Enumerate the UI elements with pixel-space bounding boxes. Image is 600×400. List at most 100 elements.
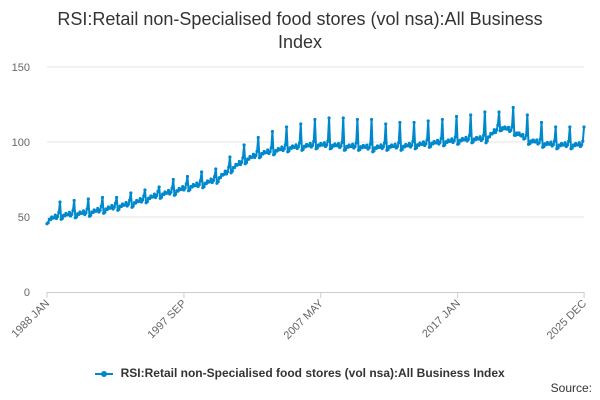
data-point[interactable] [251,152,256,156]
data-point[interactable] [148,197,152,201]
data-point[interactable] [293,145,297,149]
data-point[interactable] [492,128,496,132]
data-point[interactable] [48,218,53,222]
data-point[interactable] [142,194,146,198]
data-point[interactable] [412,120,416,125]
data-point[interactable] [242,143,246,147]
data-point[interactable] [523,136,527,140]
data-point[interactable] [188,188,192,192]
data-point[interactable] [453,135,457,139]
data-point[interactable] [284,125,289,129]
data-point[interactable] [307,144,311,148]
data-point[interactable] [143,188,147,192]
data-point[interactable] [327,116,331,120]
data-point[interactable] [269,146,273,150]
data-point[interactable] [568,125,572,129]
data-point[interactable] [117,207,121,211]
data-point[interactable] [538,137,542,141]
data-point[interactable] [420,142,424,146]
data-point[interactable] [397,141,401,145]
data-point[interactable] [236,162,240,167]
data-point[interactable] [216,180,220,184]
data-point[interactable] [382,141,387,145]
data-point[interactable] [112,205,116,209]
data-point[interactable] [113,201,118,205]
data-point[interactable] [336,142,341,146]
data-point[interactable] [537,141,541,145]
data-point[interactable] [157,185,161,189]
data-point[interactable] [439,136,443,141]
data-point[interactable] [341,116,345,120]
data-point[interactable] [464,135,468,139]
data-point[interactable] [138,197,142,201]
data-point[interactable] [358,148,362,152]
data-point[interactable] [156,189,160,194]
data-point[interactable] [128,198,132,202]
data-point[interactable] [227,165,231,169]
data-point[interactable] [496,123,500,127]
data-point[interactable] [487,135,492,139]
data-point[interactable] [440,117,444,122]
data-point[interactable] [497,110,501,114]
data-point[interactable] [406,144,410,148]
data-point[interactable] [98,208,102,212]
data-point[interactable] [421,140,426,144]
data-point[interactable] [340,140,344,145]
data-point[interactable] [478,135,482,139]
data-point[interactable] [74,215,79,219]
data-point[interactable] [131,204,135,208]
data-point[interactable] [244,160,249,165]
data-point[interactable] [565,143,570,147]
data-point[interactable] [528,142,532,146]
data-point[interactable] [315,146,319,150]
data-point[interactable] [539,120,544,125]
data-point[interactable] [89,213,93,217]
data-point[interactable] [353,144,357,149]
data-point[interactable] [407,141,411,145]
data-point[interactable] [395,144,400,149]
data-point[interactable] [355,117,359,122]
data-point[interactable] [483,110,487,114]
data-point[interactable] [379,143,383,147]
legend[interactable]: RSI:Retail non-Specialised food stores (… [0,366,600,380]
data-point[interactable] [230,169,234,173]
data-point[interactable] [381,145,385,149]
data-point[interactable] [549,140,553,144]
data-point[interactable] [400,147,404,151]
data-point[interactable] [71,208,75,213]
data-point[interactable] [58,200,62,204]
data-point[interactable] [368,142,372,146]
data-point[interactable] [414,146,419,150]
data-point[interactable] [86,197,90,201]
data-point[interactable] [471,140,475,144]
data-point[interactable] [567,139,571,143]
data-point[interactable] [454,114,459,119]
data-point[interactable] [222,172,226,176]
data-point[interactable] [60,216,64,220]
data-point[interactable] [365,143,369,147]
data-point[interactable] [577,141,581,145]
data-point[interactable] [170,186,174,190]
data-point[interactable] [174,192,178,196]
data-point[interactable] [438,140,442,144]
data-point[interactable] [119,204,123,209]
data-point[interactable] [326,139,330,143]
data-point[interactable] [294,143,298,147]
data-point[interactable] [185,174,190,179]
data-point[interactable] [259,155,263,159]
data-point[interactable] [202,185,206,189]
data-point[interactable] [80,211,85,215]
data-point[interactable] [310,143,315,147]
data-point[interactable] [126,202,131,206]
data-point[interactable] [81,209,86,213]
data-point[interactable] [256,135,260,140]
data-point[interactable] [96,206,100,211]
data-point[interactable] [266,148,270,152]
data-point[interactable] [218,176,223,180]
data-point[interactable] [103,210,107,214]
data-point[interactable] [166,188,171,193]
data-point[interactable] [485,139,489,143]
data-point[interactable] [411,139,415,144]
data-point[interactable] [511,105,515,110]
data-point[interactable] [133,201,138,205]
